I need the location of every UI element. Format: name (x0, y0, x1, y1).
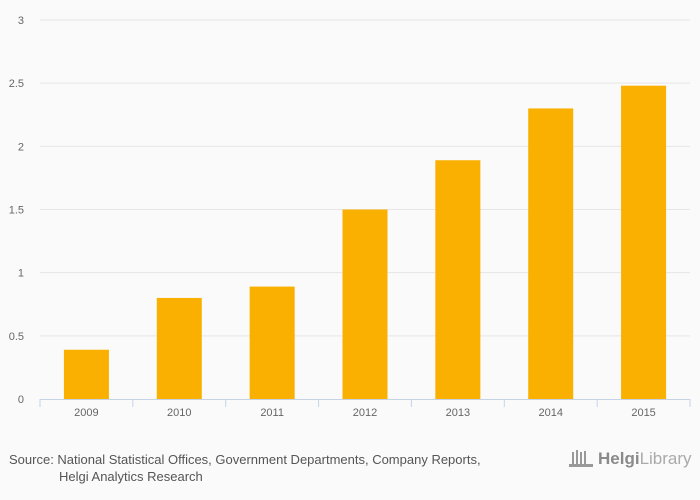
source-note: Source: National Statistical Offices, Go… (9, 451, 481, 485)
helgi-library-logo: Helgi Library (568, 448, 692, 470)
bar-2012 (342, 209, 388, 399)
bar-2009 (63, 349, 109, 399)
x-tick-label: 2009 (74, 407, 98, 419)
bar-2013 (435, 160, 481, 399)
x-tick-label: 2012 (353, 407, 377, 419)
x-tick-label: 2013 (446, 407, 470, 419)
y-tick-label: 3 (18, 15, 24, 27)
y-tick-label: 2.5 (9, 78, 24, 90)
library-icon (569, 450, 593, 467)
bar-2011 (249, 286, 295, 399)
y-tick-label: 1 (18, 268, 24, 280)
bar-2014 (528, 108, 574, 399)
bar-chart: 0 0.5 1 1.5 2 2.5 3 2009 2010 2011 2012 2013 2014 201… (9, 15, 691, 419)
bar-2010 (156, 297, 202, 399)
x-tick-label: 2010 (167, 407, 191, 419)
x-tick-label: 2014 (538, 407, 562, 419)
bar-2015 (621, 85, 667, 400)
y-tick-label: 2 (18, 141, 24, 153)
source-line-2: Helgi Analytics Research (59, 469, 203, 484)
y-tick-label: 0 (18, 394, 24, 406)
y-tick-label: 1.5 (9, 205, 24, 217)
x-tick-label: 2011 (260, 407, 284, 419)
y-tick-label: 0.5 (9, 331, 24, 343)
source-line-1: Source: National Statistical Offices, Go… (9, 452, 481, 467)
x-tick-label: 2015 (631, 407, 655, 419)
